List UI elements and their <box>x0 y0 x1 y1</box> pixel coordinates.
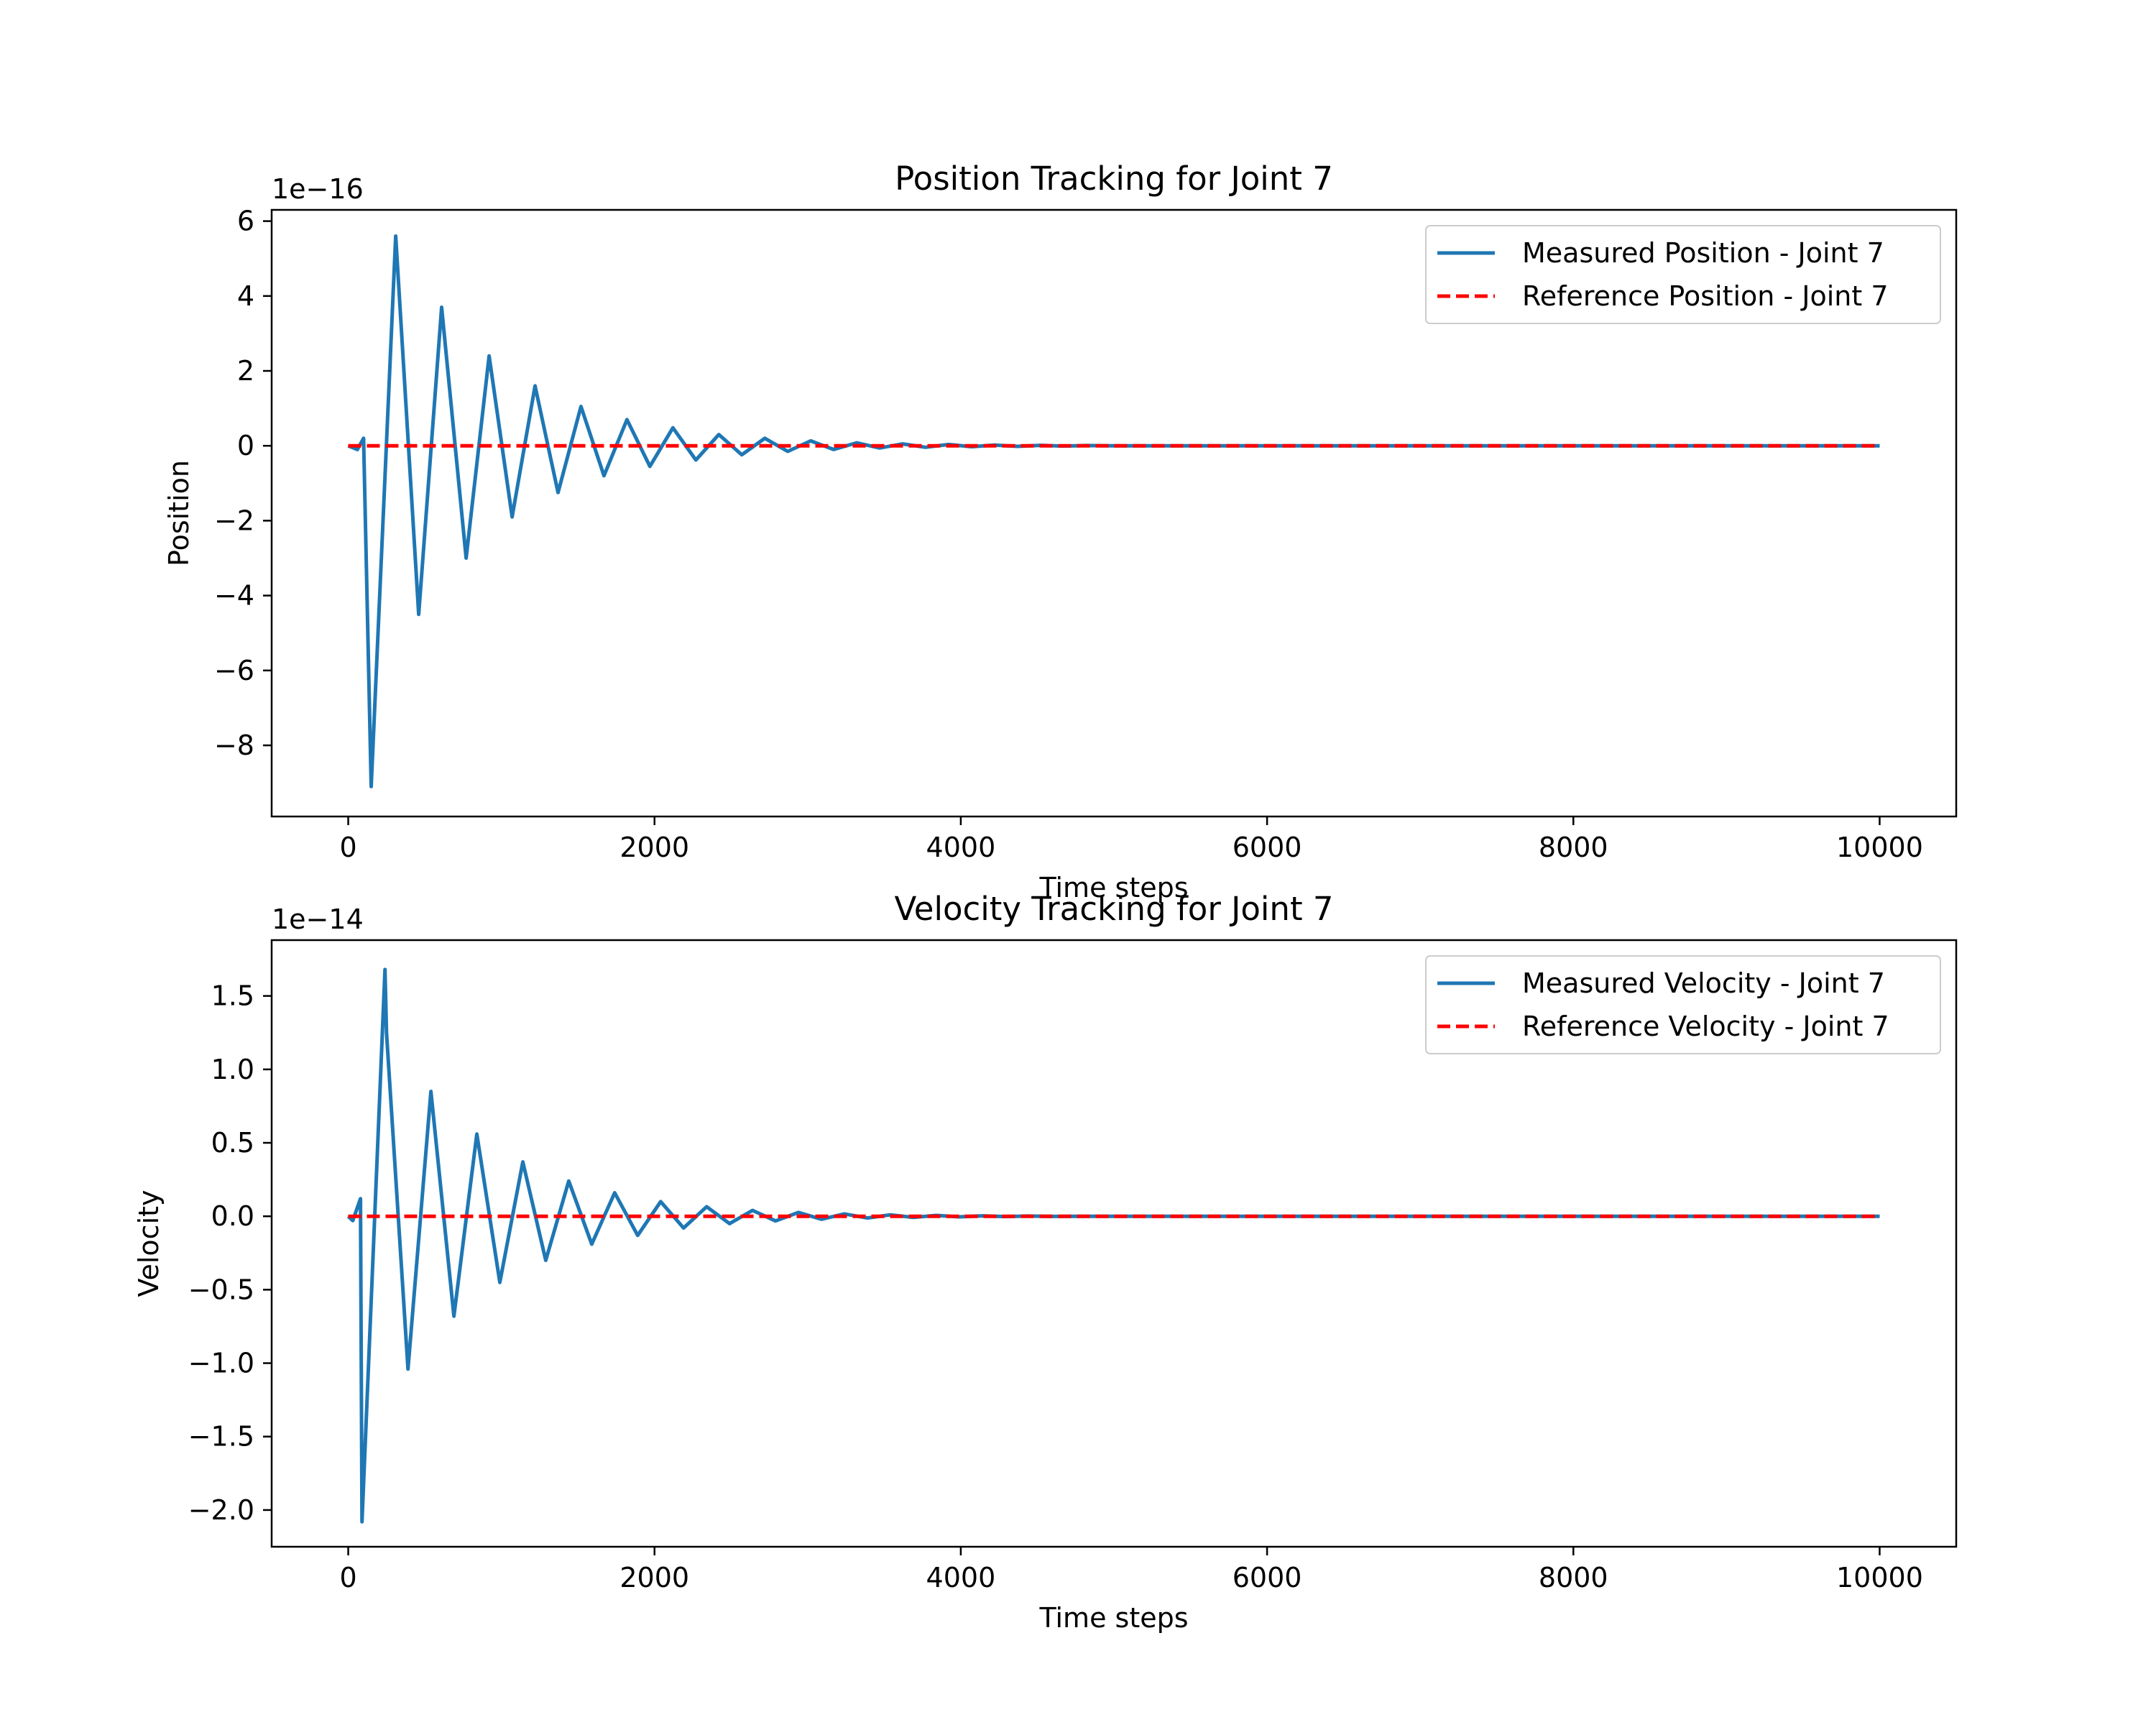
legend: Measured Position - Joint 7 Reference Pos… <box>1425 225 1941 324</box>
y-tick-label: −2.0 <box>188 1494 254 1526</box>
x-tick-label: 4000 <box>926 1562 996 1593</box>
x-tick-label: 0 <box>339 1562 356 1593</box>
y-tick-label: 6 <box>237 206 254 237</box>
legend-box <box>1425 225 1941 324</box>
x-tick-label: 10000 <box>1836 832 1923 863</box>
y-tick-label: 1.0 <box>211 1054 254 1085</box>
y-tick-label: −8 <box>214 730 254 761</box>
y-tick-label: 0.0 <box>211 1200 254 1232</box>
x-tick-label: 0 <box>339 832 356 863</box>
chart-title: Velocity Tracking for Joint 7 <box>894 890 1333 928</box>
x-tick-label: 4000 <box>926 832 996 863</box>
x-axis-label: Time steps <box>1038 1602 1188 1634</box>
y-tick-label: −4 <box>214 580 254 612</box>
y-offset-text: 1e−14 <box>272 903 364 935</box>
legend-entry-label: Reference Velocity - Joint 7 <box>1522 1011 1889 1042</box>
y-tick-label: −0.5 <box>188 1274 254 1305</box>
axes-frame <box>270 939 1958 1548</box>
x-tick-label: 2000 <box>619 832 689 863</box>
legend-entry-label: Measured Velocity - Joint 7 <box>1522 967 1885 999</box>
x-tick-label: 10000 <box>1836 1562 1923 1593</box>
y-tick-label: 1.5 <box>211 980 254 1012</box>
x-tick-label: 6000 <box>1233 832 1302 863</box>
series-line-measured <box>346 967 1880 1524</box>
axes-frame <box>270 208 1958 818</box>
x-tick-label: 6000 <box>1233 1562 1302 1593</box>
y-tick-label: −1.0 <box>188 1348 254 1379</box>
y-tick-label: 2 <box>237 355 254 387</box>
y-tick-label: 0 <box>237 430 254 461</box>
chart-title: Position Tracking for Joint 7 <box>895 160 1333 198</box>
y-offset-text: 1e−16 <box>272 173 364 205</box>
chart-panel-0: 0 2000 4000 6000 8000 10000 6 4 2 0 −2 −4 −6 −8 1e−16 P… <box>163 160 1958 903</box>
legend-entry-label: Reference Position - Joint 7 <box>1522 280 1889 312</box>
y-tick-label: −6 <box>214 655 254 686</box>
x-tick-label: 8000 <box>1539 832 1608 863</box>
y-axis-label: Velocity <box>133 1190 165 1297</box>
y-tick-label: 0.5 <box>211 1127 254 1159</box>
legend: Measured Velocity - Joint 7 Reference Vel… <box>1425 955 1941 1054</box>
x-axis-label: Time steps <box>1038 872 1188 903</box>
y-axis-label: Position <box>163 460 195 566</box>
legend-box <box>1425 955 1941 1054</box>
x-tick-label: 8000 <box>1539 1562 1608 1593</box>
legend-entry-label: Measured Position - Joint 7 <box>1522 237 1884 269</box>
y-tick-label: −1.5 <box>188 1421 254 1453</box>
x-tick-label: 2000 <box>619 1562 689 1593</box>
y-tick-label: −2 <box>214 505 254 536</box>
y-tick-label: 4 <box>237 280 254 312</box>
chart-panel-1: 0 2000 4000 6000 8000 10000 1.5 1.0 0.5 0.0 −0.5 −1… <box>133 890 1958 1634</box>
